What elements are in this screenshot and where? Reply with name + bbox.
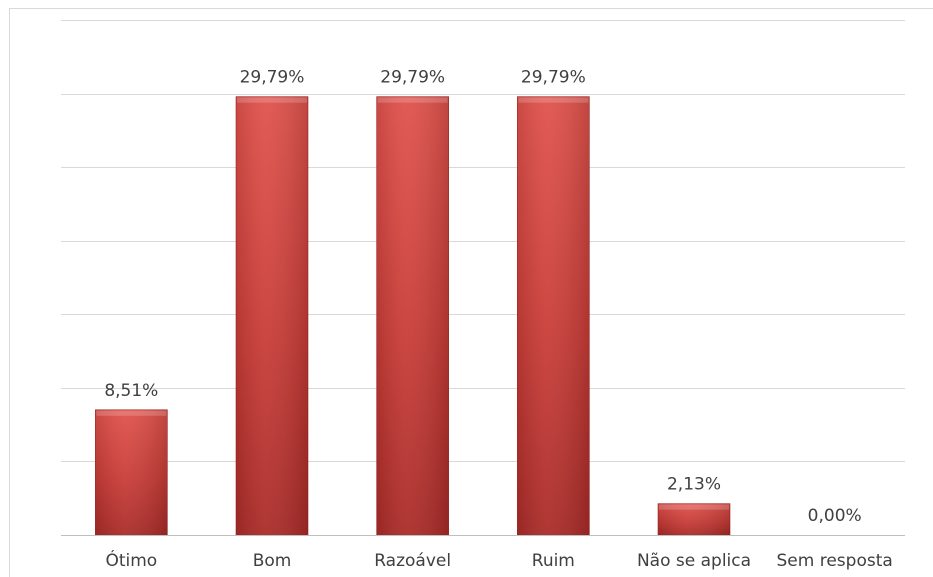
- bars: [95, 96, 731, 536]
- data-label: 2,13%: [667, 475, 721, 495]
- category-label: Bom: [253, 551, 292, 571]
- bar-shading: [517, 96, 590, 535]
- data-label: 29,79%: [240, 68, 305, 88]
- data-label: 29,79%: [380, 68, 445, 88]
- category-labels: Ótimo Bom Razoável Ruim Não se aplica Sem res…: [105, 549, 892, 571]
- category-label: Razoável: [374, 551, 451, 571]
- bar-highlight: [659, 504, 729, 510]
- bar-highlight: [518, 97, 589, 103]
- bar-highlight: [96, 410, 167, 416]
- category-label: Ruim: [532, 551, 575, 571]
- data-label: 0,00%: [808, 506, 862, 526]
- bar-highlight: [377, 97, 448, 103]
- data-label: 29,79%: [521, 68, 586, 88]
- bar-highlight: [237, 97, 307, 103]
- bar-shading: [658, 503, 730, 535]
- category-label: Ótimo: [105, 549, 157, 571]
- category-label: Não se aplica: [637, 551, 751, 571]
- bar-shading: [236, 96, 308, 535]
- data-labels: 8,51% 29,79% 29,79% 29,79% 2,13% 0,00%: [104, 68, 861, 526]
- bar-shading: [376, 96, 449, 535]
- gridlines: [61, 20, 905, 462]
- data-label: 8,51%: [104, 381, 158, 401]
- bar-shading: [95, 409, 168, 535]
- category-label: Sem resposta: [777, 551, 893, 571]
